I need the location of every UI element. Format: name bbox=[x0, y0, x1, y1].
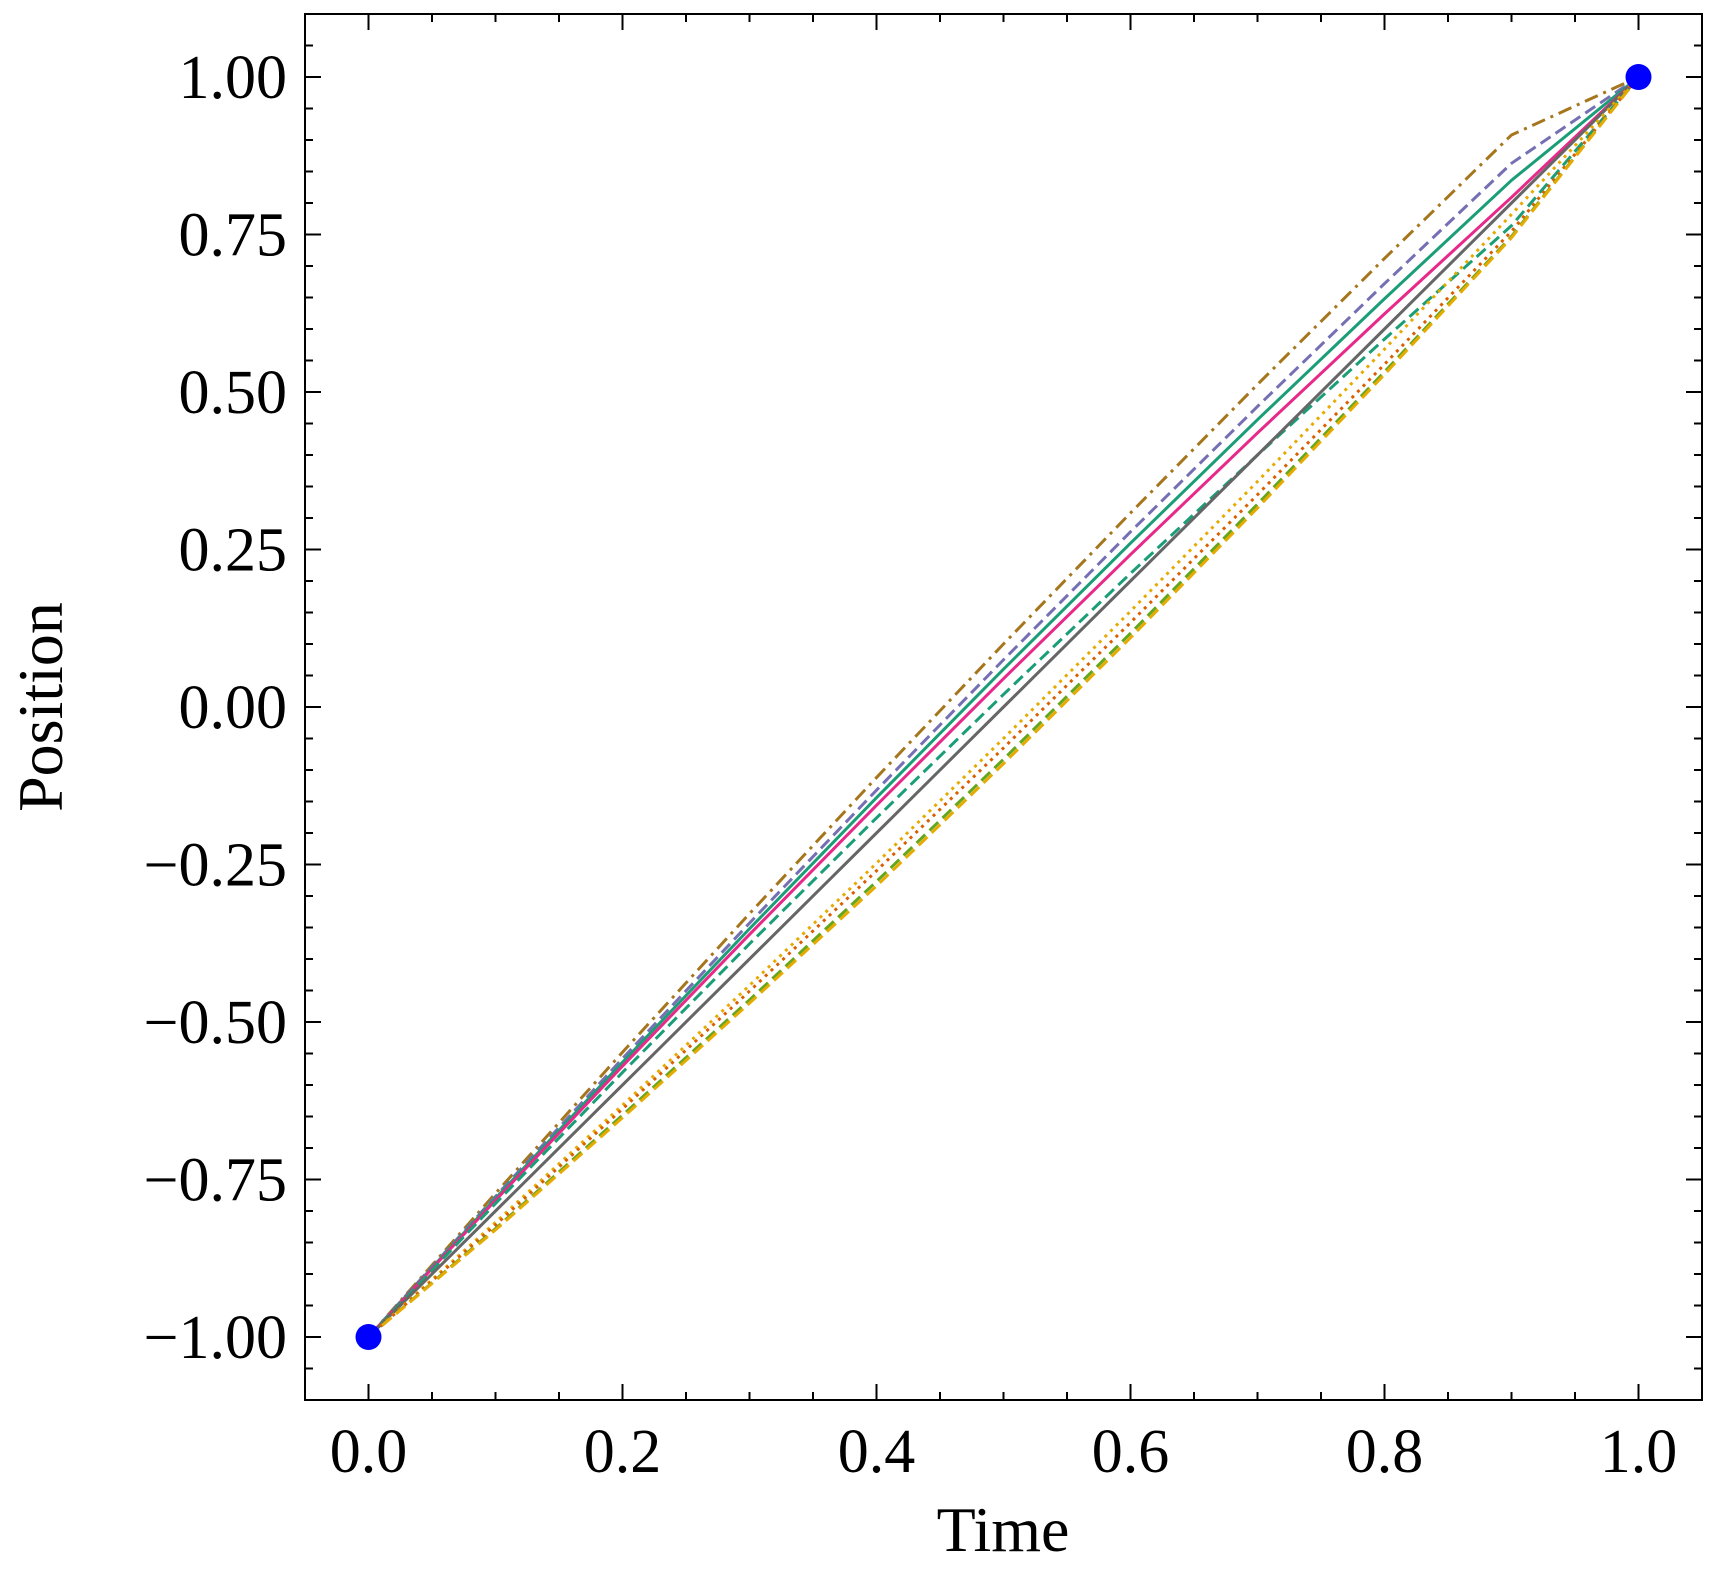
y-tick-label: 0.25 bbox=[179, 517, 288, 585]
y-tick-label: 0.00 bbox=[179, 674, 288, 742]
series-line-1 bbox=[367, 75, 1640, 1338]
x-tick-label: 0.2 bbox=[584, 1418, 662, 1486]
endpoint-marker-1 bbox=[355, 1324, 382, 1350]
series-line-7 bbox=[367, 75, 1640, 1339]
series-line-5 bbox=[367, 76, 1640, 1339]
x-tick-label: 0.4 bbox=[838, 1418, 916, 1486]
series-layer bbox=[367, 75, 1640, 1339]
tick-label-layer: 0.0 0.2 0.4 0.6 0.8 1.0 −1.00 −0.75 −0.50 −0.25 0.… bbox=[144, 44, 1678, 1486]
y-tick-label: −0.50 bbox=[144, 989, 287, 1057]
y-tick-label: −1.00 bbox=[144, 1304, 287, 1372]
y-tick-label: 0.50 bbox=[179, 359, 288, 427]
y-axis-label: Position bbox=[5, 602, 76, 812]
x-tick-label: 0.0 bbox=[330, 1418, 408, 1486]
series-line-10 bbox=[367, 76, 1640, 1339]
x-tick-label: 0.8 bbox=[1346, 1418, 1424, 1486]
x-tick-label: 1.0 bbox=[1600, 1418, 1678, 1486]
series-line-3 bbox=[367, 75, 1640, 1339]
tick-layer bbox=[304, 13, 1703, 1401]
series-line-8 bbox=[367, 76, 1640, 1339]
marker-layer bbox=[355, 64, 1652, 1350]
x-tick-label: 0.6 bbox=[1092, 1418, 1170, 1486]
series-line-4 bbox=[367, 75, 1640, 1339]
endpoint-marker-2 bbox=[1625, 64, 1652, 90]
y-tick-label: −0.75 bbox=[144, 1147, 287, 1215]
y-tick-label: −0.25 bbox=[144, 832, 287, 900]
y-tick-label: 1.00 bbox=[179, 44, 288, 112]
series-line-6 bbox=[367, 75, 1640, 1339]
x-axis-label: Time bbox=[937, 1494, 1070, 1565]
y-tick-label: 0.75 bbox=[179, 202, 288, 270]
series-line-2 bbox=[367, 75, 1640, 1339]
